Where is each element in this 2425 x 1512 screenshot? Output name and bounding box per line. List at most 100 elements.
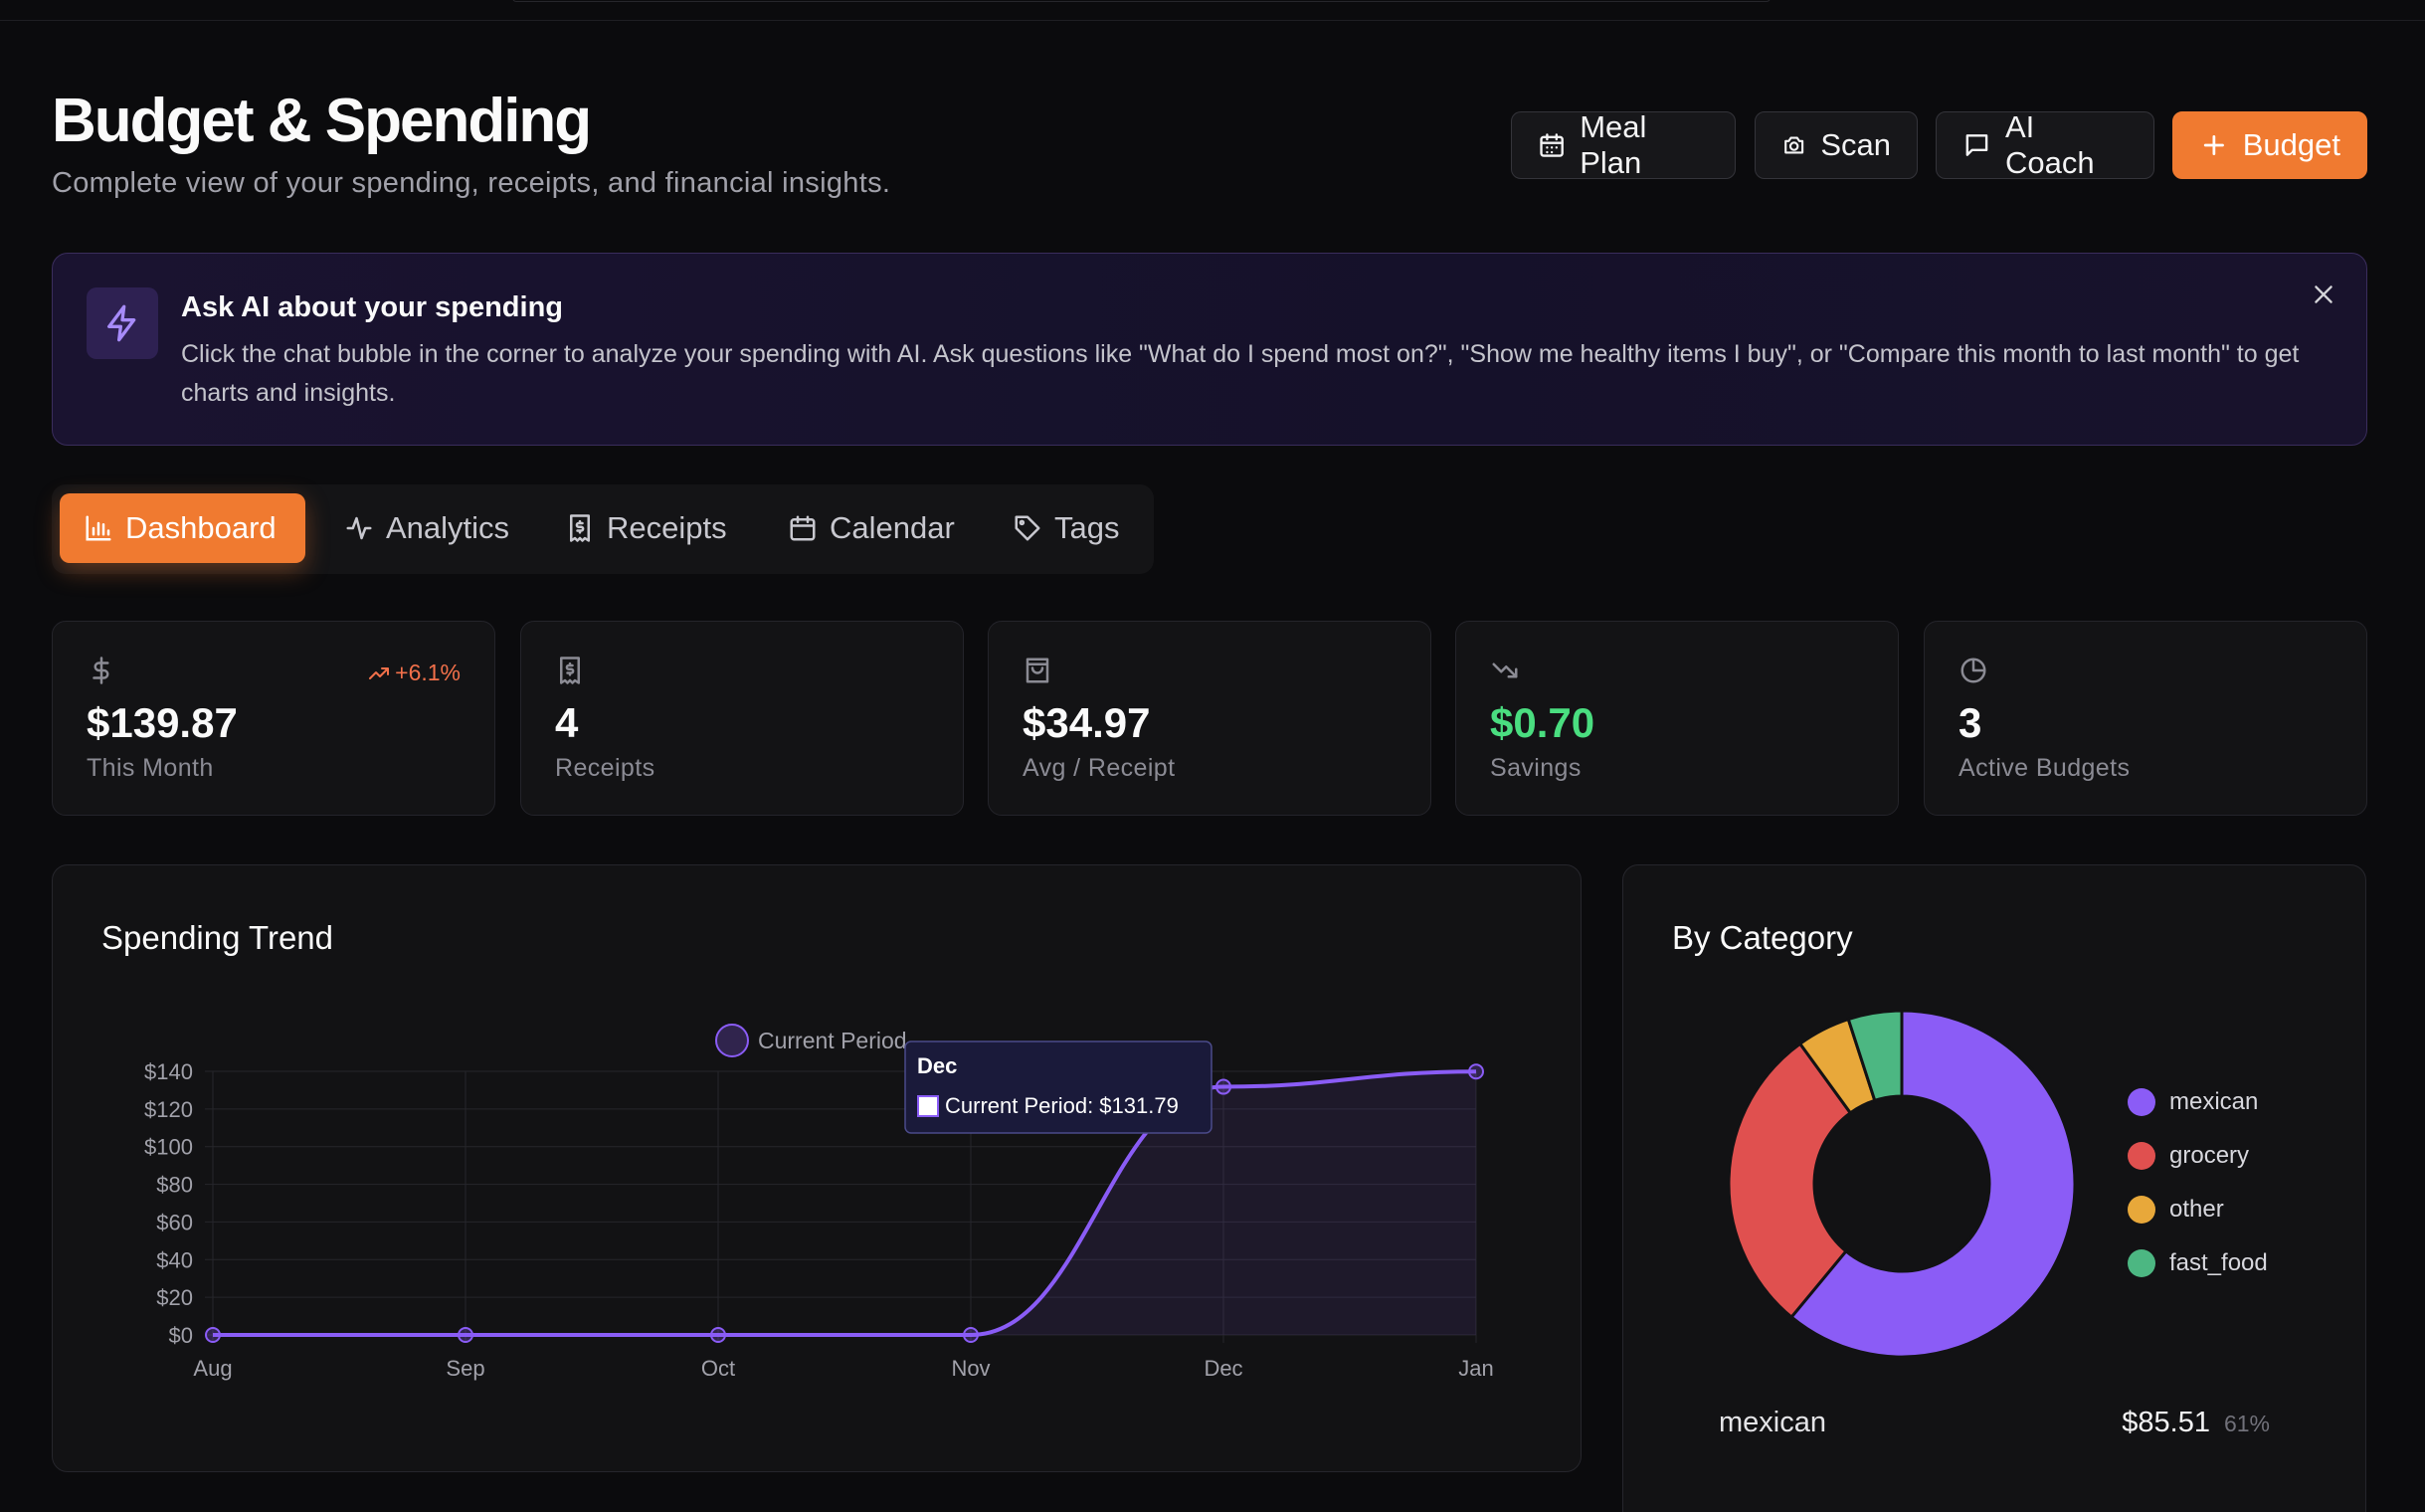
donut-slice-fast_food: [1846, 1009, 1904, 1103]
tag-icon: [1015, 515, 1040, 541]
scan-button[interactable]: Scan: [1755, 111, 1918, 179]
page-title: Budget & Spending: [52, 87, 592, 155]
tooltip-text: Current Period: $131.79: [945, 1093, 1179, 1118]
x-tick-label: Oct: [701, 1356, 735, 1381]
stat-value: $0.70: [1490, 699, 1595, 746]
data-point: [458, 1327, 473, 1343]
ai-coach-button[interactable]: AI Coach: [1936, 109, 2154, 180]
data-point: [710, 1327, 726, 1343]
ai-banner: Ask AI about your spending Click the cha…: [52, 253, 2367, 446]
stat-label: Receipts: [555, 754, 655, 782]
tab-tags[interactable]: Tags: [989, 493, 1143, 563]
spending-trend-title: Spending Trend: [101, 919, 334, 956]
search-bar-edge[interactable]: [512, 0, 1771, 2]
category-donut-chart: [1727, 1009, 2077, 1359]
tab-tags-label: Tags: [1054, 510, 1120, 545]
meal-plan-button[interactable]: Meal Plan: [1511, 109, 1736, 180]
legend-item-other[interactable]: other: [2128, 1196, 2224, 1224]
shopping-bag-icon: [1026, 658, 1049, 683]
trending-up-icon: [369, 666, 390, 679]
spending-trend-chart: $0 $20 $40 $60 $80 $100 $120 $140 Aug Sep Oct Nov De…: [144, 1024, 1494, 1381]
zap-icon: [107, 304, 136, 342]
y-tick-label: $140: [144, 1059, 193, 1084]
legend-label: other: [2169, 1196, 2224, 1223]
stat-card-avg-receipt: $34.97 Avg / Receipt: [988, 621, 1431, 816]
meal-plan-label: Meal Plan: [1580, 109, 1647, 180]
tab-receipts-label: Receipts: [607, 510, 727, 545]
tab-calendar-label: Calendar: [830, 510, 955, 545]
close-icon: [2315, 285, 2332, 303]
legend-dot: [2128, 1249, 2155, 1277]
y-tick-label: $120: [144, 1097, 193, 1122]
stat-label: Avg / Receipt: [1023, 754, 1176, 782]
data-point: [963, 1327, 979, 1343]
by-category-title: By Category: [1672, 919, 1853, 956]
x-tick-label: Jan: [1458, 1356, 1493, 1381]
top-bar: [0, 0, 2425, 21]
tab-receipts[interactable]: Receipts: [541, 493, 751, 563]
tab-dashboard[interactable]: Dashboard: [60, 493, 305, 563]
trend-badge: +6.1%: [367, 660, 461, 686]
category-name: mexican: [1719, 1407, 1826, 1438]
legend-item-mexican[interactable]: mexican: [2128, 1088, 2258, 1116]
category-percent: 61%: [2223, 1411, 2270, 1436]
legend-dot: [2128, 1196, 2155, 1224]
tab-bar: Dashboard Analytics Receipts Calendar Ta…: [52, 484, 1154, 574]
plus-icon: [2203, 134, 2224, 156]
x-tick-label: Aug: [193, 1356, 232, 1381]
receipt-icon: [560, 657, 580, 684]
banner-close-button[interactable]: [2309, 280, 2338, 309]
stat-value: 3: [1959, 699, 1982, 746]
receipt-icon: [570, 514, 590, 542]
y-tick-label: $80: [156, 1173, 193, 1198]
add-budget-button[interactable]: Budget: [2172, 111, 2367, 179]
legend-item-fast_food[interactable]: fast_food: [2128, 1249, 2268, 1277]
tab-dashboard-label: Dashboard: [125, 510, 277, 545]
y-tick-label: $100: [144, 1135, 193, 1160]
spending-trend-card: Spending Trend: [52, 864, 1582, 1472]
stat-value: $139.87: [87, 699, 238, 746]
y-tick-label: $20: [156, 1285, 193, 1310]
stat-card-active-budgets: 3 Active Budgets: [1924, 621, 2367, 816]
bar-chart-icon: [86, 515, 111, 541]
legend-label: grocery: [2169, 1142, 2250, 1169]
legend-item-grocery[interactable]: grocery: [2128, 1142, 2249, 1170]
calendar-icon: [790, 515, 816, 541]
tooltip-title: Dec: [917, 1053, 957, 1078]
donut-slice-grocery: [1727, 1041, 1853, 1320]
x-tick-label: Sep: [446, 1356, 484, 1381]
data-point: [205, 1327, 221, 1343]
banner-text: Click the chat bubble in the corner to a…: [181, 340, 2300, 407]
tab-analytics[interactable]: Analytics: [320, 493, 533, 563]
add-budget-label: Budget: [2242, 127, 2340, 162]
stat-label: Active Budgets: [1959, 754, 2131, 782]
tooltip-box: [904, 1040, 1212, 1134]
category-row[interactable]: mexican $85.51 61%: [1719, 1407, 2270, 1439]
stat-value: 4: [555, 699, 579, 746]
message-square-icon: [1965, 134, 1988, 156]
stat-card-savings: $0.70 Savings: [1455, 621, 1899, 816]
tab-calendar[interactable]: Calendar: [764, 493, 979, 563]
data-point: [1215, 1078, 1231, 1095]
y-tick-label: $0: [169, 1323, 193, 1348]
donut-slice-mexican: [1788, 1009, 2077, 1359]
tab-analytics-label: Analytics: [386, 510, 510, 545]
pie-chart-icon: [1960, 658, 1986, 683]
stat-label: Savings: [1490, 754, 1582, 782]
legend-label: fast_food: [2169, 1249, 2268, 1276]
legend-label: Current Period: [758, 1028, 907, 1053]
legend-dot: [2128, 1088, 2155, 1116]
legend-label: mexican: [2169, 1088, 2259, 1115]
y-tick-label: $60: [156, 1210, 193, 1234]
stat-label: This Month: [87, 754, 214, 782]
page-subtitle: Complete view of your spending, receipts…: [52, 167, 891, 199]
scan-label: Scan: [1820, 127, 1891, 162]
data-point: [1468, 1063, 1484, 1080]
stat-card-receipts: 4 Receipts: [520, 621, 964, 816]
stat-card-this-month: +6.1% $139.87 This Month: [52, 621, 495, 816]
x-tick-label: Dec: [1204, 1356, 1242, 1381]
x-tick-label: Nov: [951, 1356, 990, 1381]
trending-down-icon: [1492, 662, 1518, 678]
camera-icon: [1784, 136, 1804, 154]
chart-tooltip: Dec Current Period: $131.79: [904, 1040, 1212, 1134]
